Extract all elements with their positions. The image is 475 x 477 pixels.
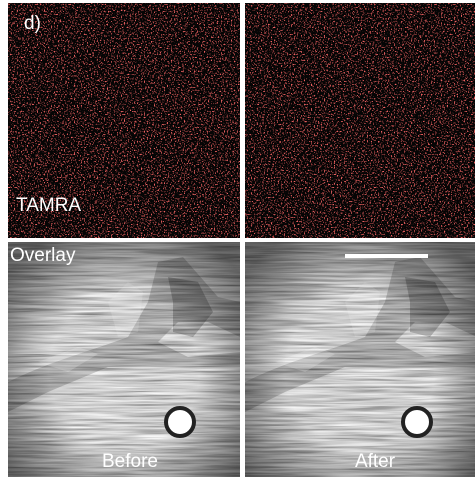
image-overlay-after bbox=[245, 242, 475, 477]
scale-bar bbox=[345, 254, 428, 258]
signal-noise bbox=[245, 3, 475, 238]
column-label: Before bbox=[102, 451, 158, 472]
column-label: After bbox=[355, 451, 396, 472]
row-label: Overlay bbox=[10, 245, 76, 266]
panel-label: d) bbox=[24, 13, 41, 34]
figure-panel: d) TAMRA Overlay Before After bbox=[0, 0, 475, 477]
image-overlay-before bbox=[8, 242, 240, 477]
row-label: TAMRA bbox=[16, 195, 81, 216]
